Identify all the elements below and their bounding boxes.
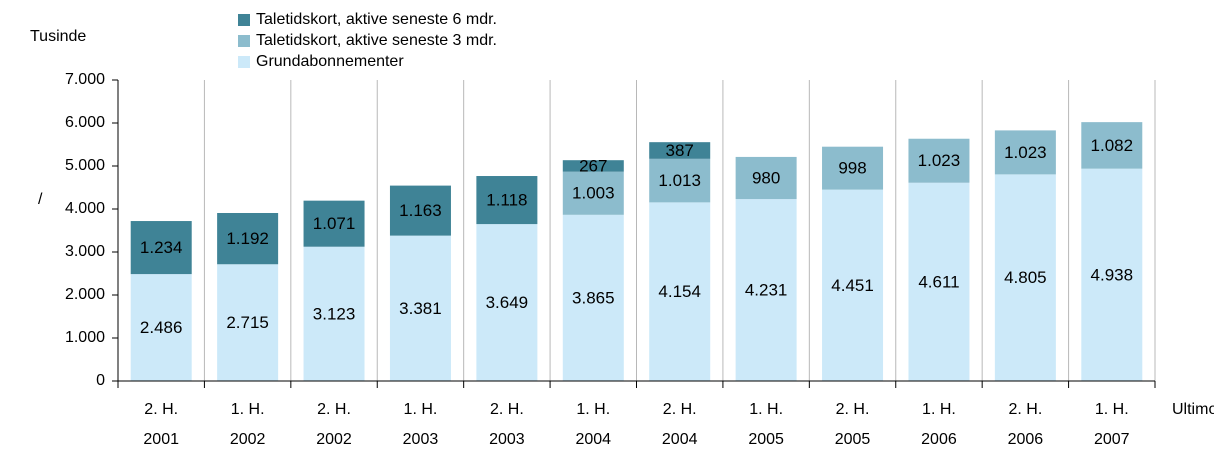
bar-segment [908,138,970,183]
legend-swatch [238,56,250,68]
bar-segment [217,212,279,265]
bar-segment [994,130,1056,175]
x-tick-label: 1. H. [922,401,956,418]
x-tick-label: 2. H. [144,401,178,418]
bar-segment [562,171,624,215]
value-label: 3.865 [572,288,615,307]
bar-segment [735,156,797,200]
value-label: 980 [752,168,780,187]
value-label: 1.023 [918,151,961,170]
bar-segment [822,146,884,190]
x-tick-label: 2. H. [317,401,351,418]
bar-segment [303,246,365,381]
bar-segment [562,214,624,381]
value-label: 4.611 [918,272,959,291]
bar-segment [994,174,1056,381]
bar-segment [389,235,451,381]
legend-swatch [238,14,250,26]
x-tick-label: 1. H. [576,401,610,418]
bar-segment [908,182,970,381]
bar-segment [1081,168,1143,381]
x-tick-label: 2006 [1008,431,1044,448]
value-label: 1.118 [486,191,527,210]
value-label: 1.192 [226,229,269,248]
x-tick-label: 1. H. [231,401,265,418]
x-axis-label: Ultimo [1172,401,1214,418]
value-label: 267 [579,156,607,175]
value-label: 387 [666,141,694,160]
bar-segment [562,160,624,172]
value-label: 4.938 [1091,265,1134,284]
x-tick-label: 2. H. [836,401,870,418]
value-label: 1.234 [140,238,183,257]
x-tick-label: 2. H. [490,401,524,418]
value-label: 1.082 [1091,136,1134,155]
value-label: 998 [838,159,866,178]
value-label: 2.715 [226,313,269,332]
legend-label: Taletidskort, aktive seneste 3 mdr. [256,32,497,49]
y-tick-label: 3.000 [65,243,105,260]
bar-segment [476,224,538,381]
bar-segment [130,221,192,275]
value-label: 4.231 [745,281,788,300]
bar-segment [1081,122,1143,169]
y-tick-label: 6.000 [65,114,105,131]
x-tick-label: 2002 [316,431,352,448]
legend-swatch [238,35,250,47]
x-tick-label: 2. H. [663,401,697,418]
y-tick-label: 0 [96,372,105,389]
x-tick-label: 2001 [143,431,179,448]
value-label: 1.163 [399,201,442,220]
value-label: 1.013 [658,171,701,190]
x-tick-label: 2002 [230,431,266,448]
bar-segment [217,264,279,381]
bar-segment [649,142,711,159]
x-tick-label: 2004 [575,431,611,448]
value-label: 1.071 [313,214,356,233]
bar-segment [735,199,797,381]
y-tick-label: 7.000 [65,71,105,88]
x-tick-label: 1. H. [749,401,783,418]
value-label: 4.805 [1004,268,1047,287]
y-axis-label: Tusinde [30,28,86,45]
value-label: 2.486 [140,318,183,337]
x-tick-label: 2003 [489,431,525,448]
bar-segment [649,202,711,381]
value-label: 1.023 [1004,143,1047,162]
x-tick-label: 2005 [748,431,784,448]
value-label: 4.154 [658,282,701,301]
x-tick-label: 2005 [835,431,871,448]
x-tick-label: 2004 [662,431,698,448]
y-tick-label: 4.000 [65,200,105,217]
x-tick-label: 2003 [403,431,439,448]
y-tick-label: 2.000 [65,286,105,303]
x-tick-label: 2006 [921,431,957,448]
legend-label: Grundabonnementer [256,53,404,70]
annotation: / [38,191,43,208]
value-label: 1.003 [572,184,615,203]
x-tick-label: 1. H. [1095,401,1129,418]
bar-segment [303,200,365,247]
bar-segment [389,185,451,236]
bar-segment [476,176,538,225]
y-tick-label: 1.000 [65,329,105,346]
bar-segment [130,274,192,381]
x-tick-label: 1. H. [404,401,438,418]
bar-segment [822,189,884,381]
y-tick-label: 5.000 [65,157,105,174]
value-label: 3.649 [486,293,529,312]
x-tick-label: 2. H. [1008,401,1042,418]
value-label: 3.123 [313,304,356,323]
legend-label: Taletidskort, aktive seneste 6 mdr. [256,11,497,28]
x-tick-label: 2007 [1094,431,1130,448]
value-label: 4.451 [831,276,874,295]
value-label: 3.381 [399,299,442,318]
bar-segment [649,158,711,203]
